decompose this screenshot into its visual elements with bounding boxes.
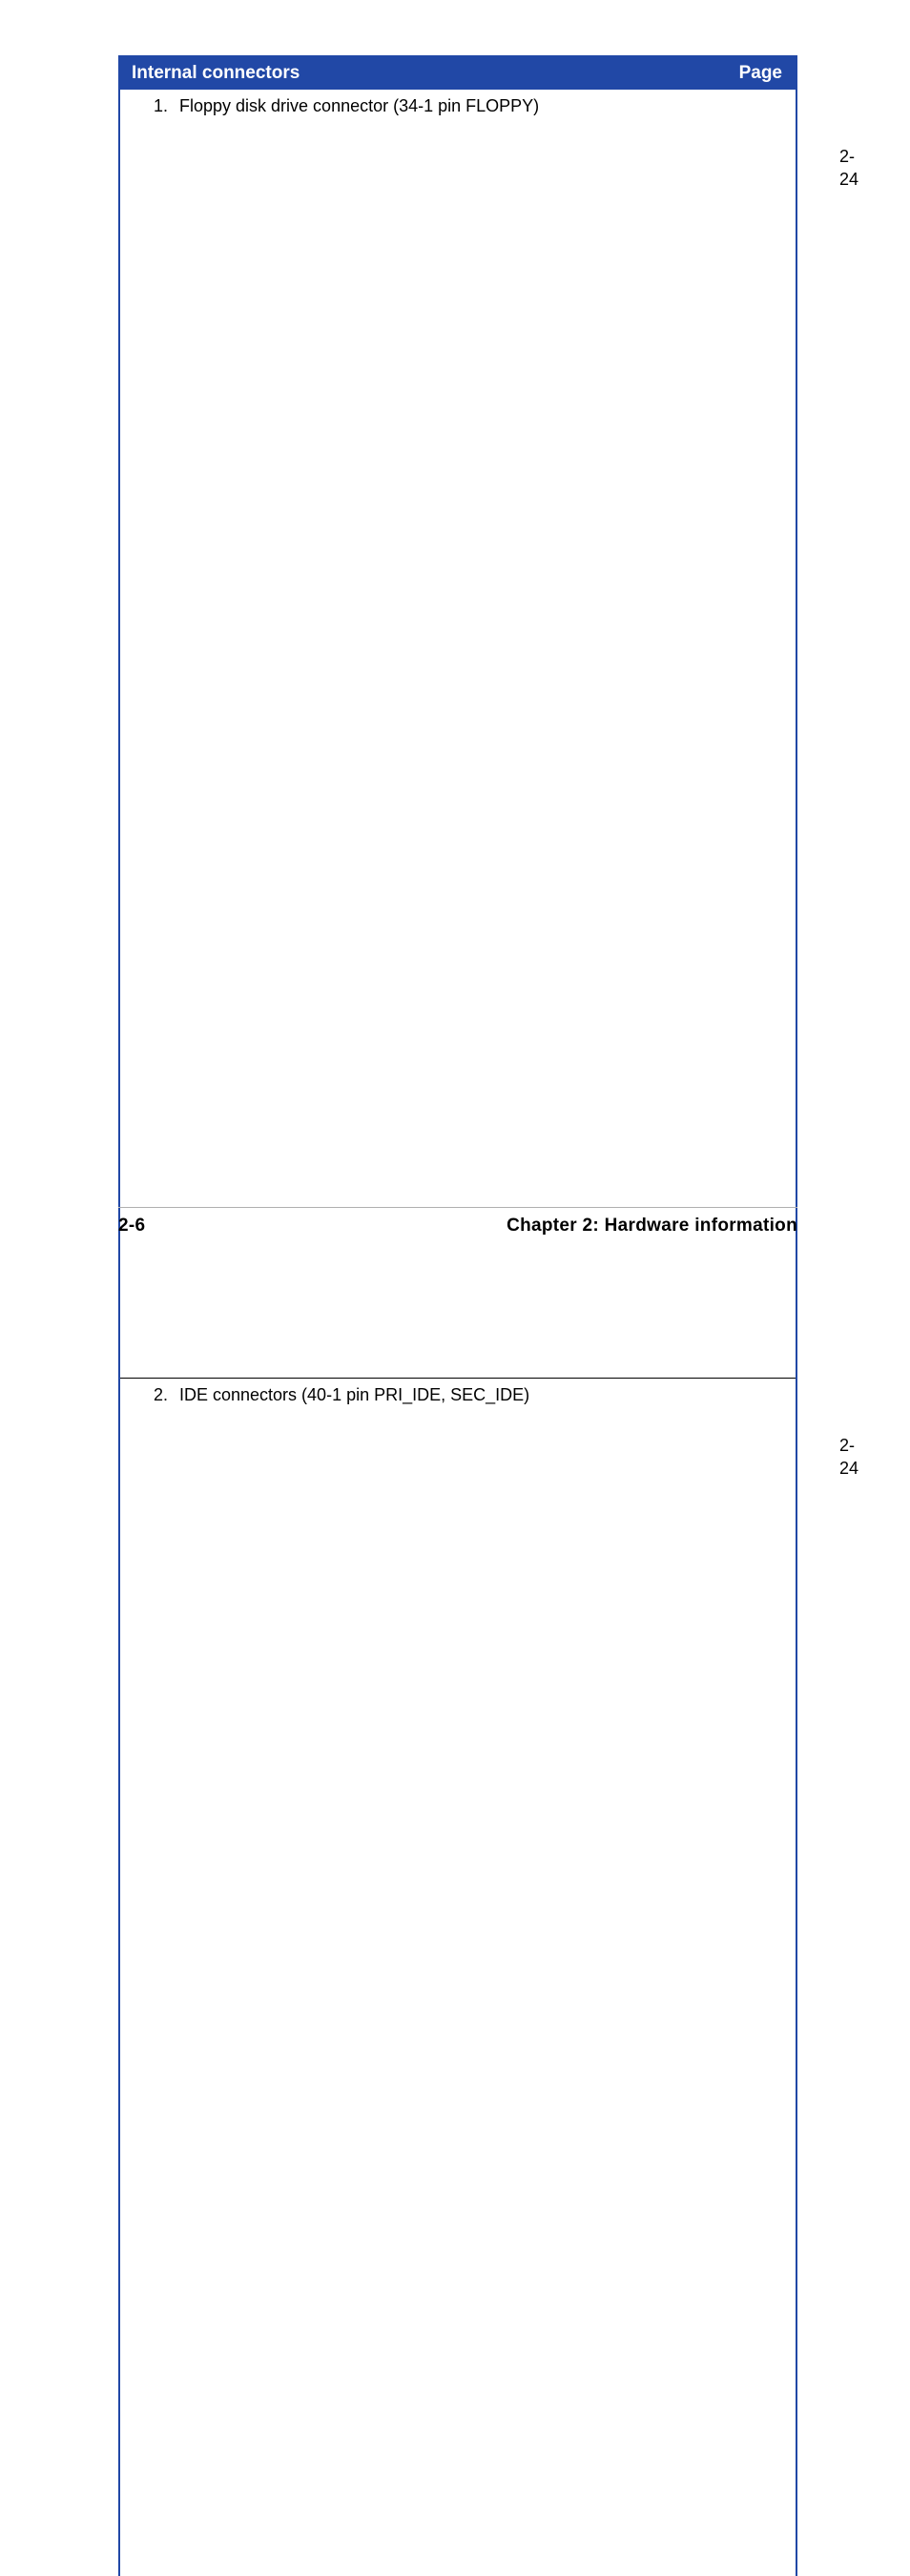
row-description-text: IDE connectors (40-1 pin PRI_IDE, SEC_ID…: [179, 1383, 715, 1406]
row-page: 2-24: [721, 1378, 796, 2576]
footer-chapter-title: Chapter 2: Hardware information: [507, 1216, 797, 1237]
table-row: 2.IDE connectors (40-1 pin PRI_IDE, SEC_…: [120, 1378, 796, 2576]
page-footer: 2-6 Chapter 2: Hardware information: [0, 1207, 910, 1237]
table-header-row: Internal connectors Page: [120, 57, 796, 90]
row-number: 1.: [120, 90, 177, 1378]
table-header-title: Internal connectors: [120, 57, 721, 90]
table-body: 1.Floppy disk drive connector (34-1 pin …: [120, 90, 796, 2576]
row-description: Floppy disk drive connector (34-1 pin FL…: [177, 90, 721, 1378]
row-page: 2-24: [721, 90, 796, 1378]
page: Internal connectors Page 1.Floppy disk d…: [0, 0, 910, 1288]
footer-rule: [118, 1207, 797, 1208]
footer-page-number: 2-6: [118, 1216, 145, 1237]
connectors-table-wrap: Internal connectors Page 1.Floppy disk d…: [118, 55, 797, 2576]
table-row: 1.Floppy disk drive connector (34-1 pin …: [120, 90, 796, 1378]
table-header-page: Page: [721, 57, 796, 90]
row-number: 2.: [120, 1378, 177, 2576]
footer-row: 2-6 Chapter 2: Hardware information: [118, 1216, 797, 1237]
row-description-text: Floppy disk drive connector (34-1 pin FL…: [179, 94, 715, 117]
connectors-table: Internal connectors Page 1.Floppy disk d…: [120, 57, 796, 2576]
row-description: IDE connectors (40-1 pin PRI_IDE, SEC_ID…: [177, 1378, 721, 2576]
